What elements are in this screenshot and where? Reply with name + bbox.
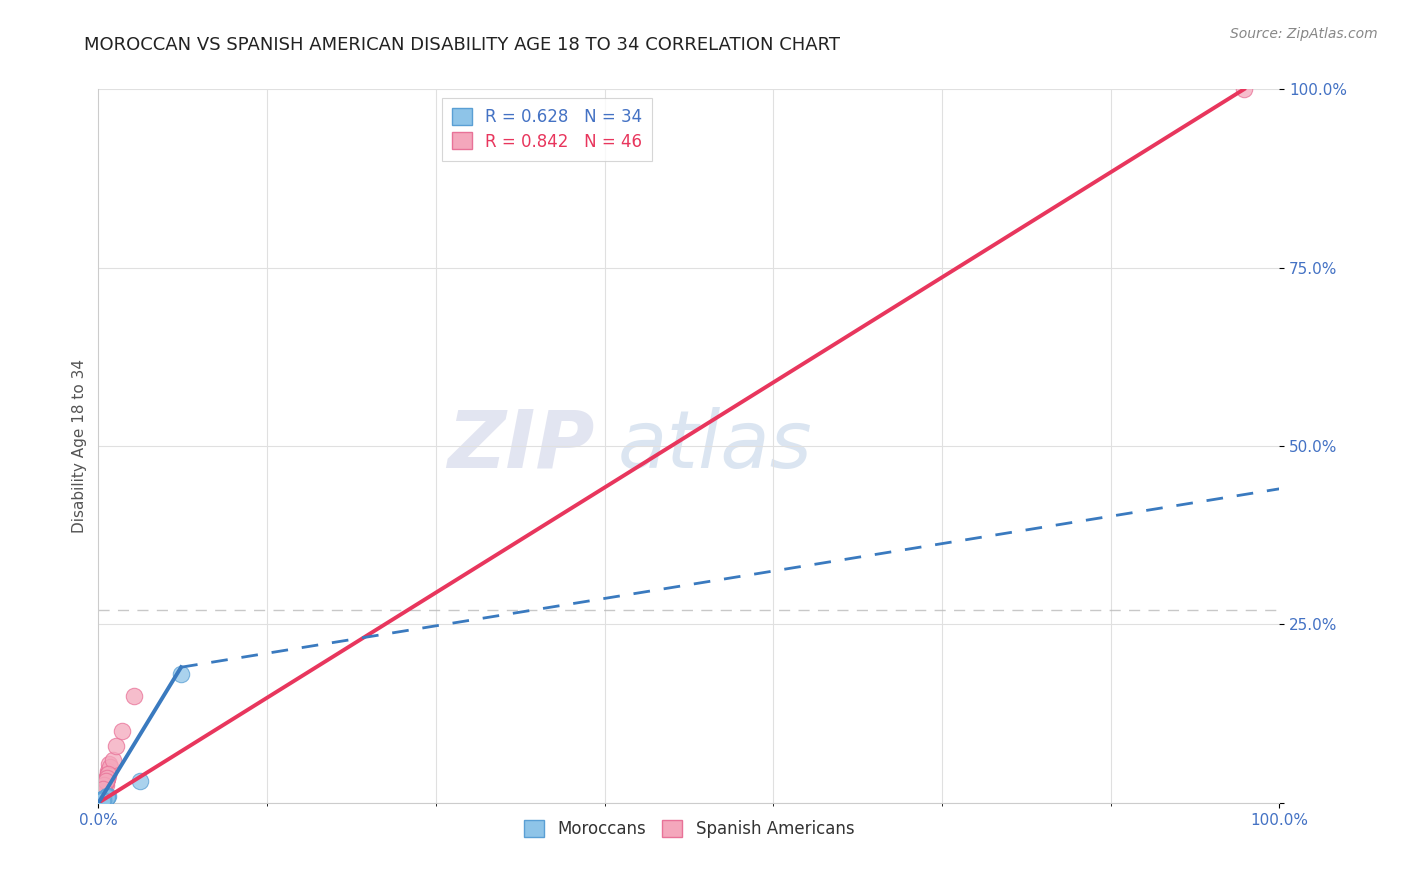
Point — [93, 778, 115, 792]
Point — [94, 774, 117, 789]
Point — [93, 791, 115, 805]
Point — [91, 781, 114, 796]
Point — [94, 790, 117, 805]
Point — [105, 739, 128, 753]
Point — [93, 778, 115, 792]
Point — [91, 793, 114, 807]
Point — [97, 767, 120, 781]
Point — [96, 790, 118, 805]
Point — [101, 753, 124, 767]
Point — [96, 790, 118, 805]
Point — [91, 793, 114, 807]
Point — [93, 791, 115, 805]
Y-axis label: Disability Age 18 to 34: Disability Age 18 to 34 — [72, 359, 87, 533]
Point — [91, 792, 114, 806]
Point — [93, 791, 115, 805]
Point — [93, 778, 115, 792]
Point — [97, 764, 120, 778]
Point — [1233, 82, 1256, 96]
Point — [93, 778, 115, 792]
Point — [93, 778, 115, 792]
Point — [97, 767, 120, 781]
Point — [94, 790, 117, 805]
Point — [170, 667, 193, 681]
Point — [94, 774, 117, 789]
Point — [97, 789, 120, 803]
Point — [91, 781, 114, 796]
Point — [91, 794, 114, 808]
Point — [94, 790, 117, 805]
Point — [91, 785, 114, 799]
Point — [91, 785, 114, 799]
Point — [91, 781, 114, 796]
Point — [97, 767, 120, 781]
Point — [96, 771, 118, 785]
Point — [91, 781, 114, 796]
Point — [96, 789, 118, 804]
Point — [94, 774, 117, 789]
Point — [91, 792, 114, 806]
Point — [96, 771, 118, 785]
Point — [91, 785, 114, 799]
Point — [91, 781, 114, 796]
Point — [93, 791, 115, 805]
Point — [93, 778, 115, 792]
Point — [93, 792, 115, 806]
Point — [94, 774, 117, 789]
Point — [90, 794, 112, 808]
Legend: Moroccans, Spanish Americans: Moroccans, Spanish Americans — [517, 813, 860, 845]
Point — [98, 760, 121, 774]
Point — [93, 778, 115, 792]
Text: MOROCCAN VS SPANISH AMERICAN DISABILITY AGE 18 TO 34 CORRELATION CHART: MOROCCAN VS SPANISH AMERICAN DISABILITY … — [84, 36, 841, 54]
Point — [122, 689, 145, 703]
Point — [91, 781, 114, 796]
Text: ZIP: ZIP — [447, 407, 595, 485]
Point — [91, 785, 114, 799]
Point — [91, 785, 114, 799]
Point — [93, 774, 115, 789]
Point — [98, 756, 121, 771]
Point — [91, 781, 114, 796]
Point — [91, 792, 114, 806]
Point — [96, 771, 118, 785]
Text: Source: ZipAtlas.com: Source: ZipAtlas.com — [1230, 27, 1378, 41]
Point — [91, 792, 114, 806]
Point — [94, 790, 117, 805]
Point — [94, 774, 117, 789]
Point — [91, 793, 114, 807]
Point — [94, 778, 117, 792]
Point — [111, 724, 134, 739]
Point — [91, 792, 114, 806]
Point — [91, 781, 114, 796]
Point — [93, 778, 115, 792]
Point — [94, 790, 117, 805]
Point — [91, 793, 114, 807]
Point — [91, 792, 114, 806]
Point — [128, 774, 150, 789]
Point — [91, 781, 114, 796]
Point — [93, 791, 115, 805]
Point — [94, 774, 117, 789]
Point — [91, 793, 114, 807]
Text: atlas: atlas — [619, 407, 813, 485]
Point — [91, 793, 114, 807]
Point — [91, 785, 114, 799]
Point — [96, 771, 118, 785]
Point — [91, 793, 114, 807]
Point — [91, 792, 114, 806]
Point — [91, 794, 114, 808]
